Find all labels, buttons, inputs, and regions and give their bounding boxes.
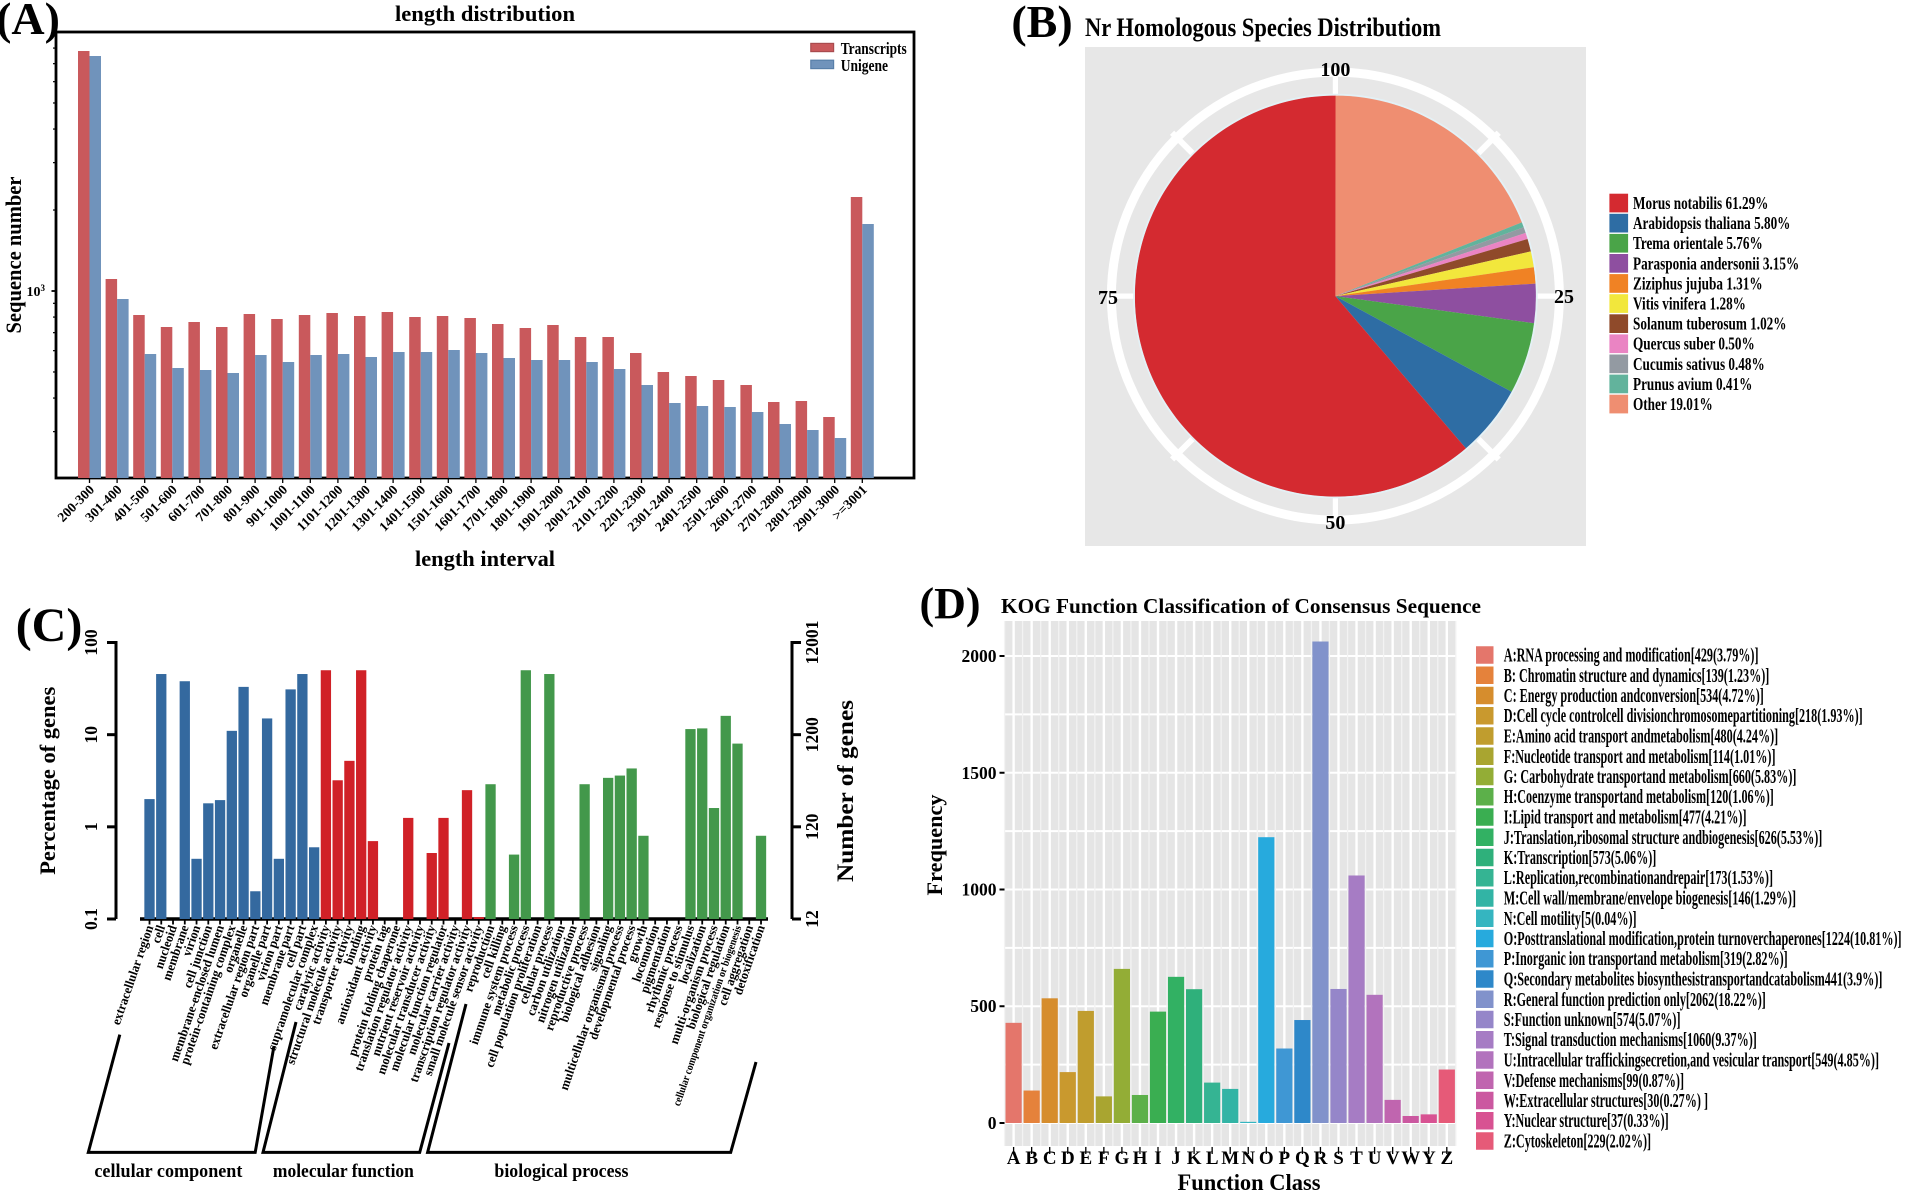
- svg-text:Quercus suber 0.50%: Quercus suber 0.50%: [1633, 334, 1755, 354]
- svg-text:F: F: [1098, 1148, 1110, 1169]
- svg-text:Y: Y: [1422, 1148, 1436, 1169]
- svg-text:Nr Homologous Species Distribu: Nr Homologous Species Distributiom: [1085, 13, 1441, 42]
- svg-text:Solanum tuberosum 1.02%: Solanum tuberosum 1.02%: [1633, 314, 1787, 334]
- svg-text:1000: 1000: [962, 880, 997, 900]
- svg-text:Cucumis sativus 0.48%: Cucumis sativus 0.48%: [1633, 354, 1765, 374]
- svg-text:2000: 2000: [962, 646, 997, 666]
- svg-text:K: K: [1187, 1148, 1202, 1169]
- svg-text:0.1: 0.1: [81, 908, 101, 930]
- svg-text:Transcripts: Transcripts: [841, 39, 907, 58]
- svg-text:H:Coenzyme transportand metabo: H:Coenzyme transportand metabolism[120(1…: [1504, 786, 1774, 808]
- svg-text:Number of genes: Number of genes: [833, 700, 858, 882]
- svg-text:100: 100: [81, 629, 101, 656]
- svg-text:V:Defense mechanisms[99(0.87%): V:Defense mechanisms[99(0.87%)]: [1504, 1070, 1684, 1092]
- svg-text:12001: 12001: [802, 621, 822, 665]
- svg-text:B: Chromatin structure and dyn: B: Chromatin structure and dynamics[139(…: [1504, 665, 1770, 687]
- svg-text:Other 19.01%: Other 19.01%: [1633, 394, 1713, 414]
- svg-text:H: H: [1133, 1148, 1148, 1169]
- svg-text:Ziziphus jujuba 1.31%: Ziziphus jujuba 1.31%: [1633, 273, 1763, 293]
- svg-text:C: C: [1043, 1148, 1057, 1169]
- svg-text:S:Function unknown[574(5.07%)]: S:Function unknown[574(5.07%)]: [1504, 1009, 1681, 1031]
- svg-text:KOG Function Classification of: KOG Function Classification of Consensus…: [1001, 594, 1481, 618]
- svg-text:1200: 1200: [802, 717, 822, 752]
- svg-text:T:Signal transduction mechanis: T:Signal transduction mechanisms[1060(9.…: [1504, 1029, 1757, 1051]
- svg-text:G: G: [1115, 1148, 1130, 1169]
- svg-text:R:General function prediction: R:General function prediction only[2062(…: [1504, 989, 1766, 1011]
- svg-text:12: 12: [802, 910, 822, 928]
- svg-text:length distribution: length distribution: [395, 1, 575, 26]
- svg-text:U:Intracellular traffickingsec: U:Intracellular traffickingsecretion,and…: [1504, 1050, 1879, 1072]
- svg-text:Z: Z: [1440, 1148, 1453, 1169]
- svg-text:W: W: [1401, 1148, 1420, 1169]
- svg-text:1: 1: [81, 822, 101, 831]
- svg-text:biological process: biological process: [494, 1161, 628, 1182]
- svg-text:J: J: [1171, 1148, 1181, 1169]
- svg-text:R: R: [1314, 1148, 1328, 1169]
- svg-text:G: Carbohydrate transportand m: G: Carbohydrate transportand metabolism[…: [1504, 766, 1797, 788]
- svg-text:Vitis vinifera 1.28%: Vitis vinifera 1.28%: [1633, 294, 1746, 314]
- svg-text:length interval: length interval: [415, 546, 555, 571]
- svg-text:(A): (A): [0, 0, 60, 44]
- svg-text:N: N: [1241, 1148, 1255, 1169]
- svg-text:cell: cell: [148, 923, 168, 945]
- svg-text:(B): (B): [1011, 0, 1072, 47]
- svg-text:molecular function: molecular function: [273, 1161, 414, 1182]
- svg-text:M:Cell wall/membrane/envelope: M:Cell wall/membrane/envelope biogenesis…: [1504, 888, 1796, 910]
- svg-text:Function Class: Function Class: [1178, 1170, 1321, 1196]
- svg-text:W:Extracellular structures[30(: W:Extracellular structures[30(0.27%) ]: [1504, 1090, 1708, 1112]
- svg-text:P:Inorganic ion transportand m: P:Inorganic ion transportand metabolism[…: [1504, 948, 1788, 970]
- svg-text:120: 120: [802, 813, 822, 840]
- svg-text:K:Transcription[573(5.06%)]: K:Transcription[573(5.06%)]: [1504, 847, 1657, 869]
- svg-text:500: 500: [970, 996, 997, 1016]
- svg-text:P: P: [1278, 1148, 1290, 1169]
- svg-text:D: D: [1061, 1148, 1075, 1169]
- svg-text:Y:Nuclear structure[37(0.33%)]: Y:Nuclear structure[37(0.33%)]: [1504, 1110, 1669, 1132]
- svg-text:cellular component: cellular component: [94, 1161, 243, 1182]
- svg-text:I:Lipid transport and metaboli: I:Lipid transport and metabolism[477(4.2…: [1504, 807, 1747, 829]
- svg-text:Percentage of genes: Percentage of genes: [35, 687, 60, 875]
- svg-text:A:RNA processing and modificat: A:RNA processing and modification[429(3.…: [1504, 645, 1759, 667]
- svg-text:I: I: [1154, 1148, 1161, 1169]
- svg-text:S: S: [1333, 1148, 1344, 1169]
- svg-text:O: O: [1259, 1148, 1274, 1169]
- svg-text:U: U: [1368, 1148, 1382, 1169]
- svg-text:N:Cell motility[5(0.04%)]: N:Cell motility[5(0.04%)]: [1504, 908, 1637, 930]
- svg-text:D:Cell cycle controlcell divis: D:Cell cycle controlcell divisionchromos…: [1504, 705, 1863, 727]
- svg-text:T: T: [1350, 1148, 1363, 1169]
- svg-text:Frequency: Frequency: [922, 794, 947, 896]
- svg-text:1500: 1500: [962, 763, 997, 783]
- svg-text:75: 75: [1098, 287, 1118, 309]
- svg-text:10: 10: [81, 726, 101, 744]
- svg-text:L: L: [1206, 1148, 1219, 1169]
- svg-text:Q:Secondary metabolites biosyn: Q:Secondary metabolites biosynthesistran…: [1504, 969, 1883, 991]
- svg-text:Arabidopsis thaliana 5.80%: Arabidopsis thaliana 5.80%: [1633, 213, 1790, 233]
- svg-text:Morus notabilis 61.29%: Morus notabilis 61.29%: [1633, 193, 1768, 213]
- svg-text:C: Energy production andconver: C: Energy production andconversion[534(4…: [1504, 685, 1764, 707]
- svg-text:M: M: [1221, 1148, 1239, 1169]
- svg-text:J:Translation,ribosomal struct: J:Translation,ribosomal structure andbio…: [1504, 827, 1823, 849]
- svg-text:Unigene: Unigene: [841, 56, 889, 75]
- svg-text:(D): (D): [919, 579, 980, 628]
- svg-text:(C): (C): [16, 599, 83, 652]
- svg-text:Sequence number: Sequence number: [1, 176, 26, 333]
- svg-text:E: E: [1079, 1148, 1092, 1169]
- svg-text:Q: Q: [1295, 1148, 1310, 1169]
- svg-text:B: B: [1025, 1148, 1038, 1169]
- svg-text:Trema orientale 5.76%: Trema orientale 5.76%: [1633, 233, 1763, 253]
- svg-text:50: 50: [1325, 512, 1345, 534]
- svg-text:25: 25: [1554, 286, 1574, 308]
- svg-text:E:Amino acid transport andmeta: E:Amino acid transport andmetabolism[480…: [1504, 726, 1778, 748]
- svg-text:F:Nucleotide transport and met: F:Nucleotide transport and metabolism[11…: [1504, 746, 1776, 768]
- svg-text:0: 0: [988, 1113, 997, 1133]
- svg-text:100: 100: [1320, 59, 1350, 81]
- svg-text:O:Posttranslational modificati: O:Posttranslational modification,protein…: [1504, 928, 1902, 950]
- svg-text:Parasponia andersonii 3.15%: Parasponia andersonii 3.15%: [1633, 253, 1799, 273]
- svg-text:Prunus avium 0.41%: Prunus avium 0.41%: [1633, 374, 1752, 394]
- svg-text:V: V: [1386, 1148, 1400, 1169]
- svg-text:L:Replication,recombinationand: L:Replication,recombinationandrepair[173…: [1504, 867, 1773, 889]
- svg-text:Z:Cytoskeleton[229(2.02%)]: Z:Cytoskeleton[229(2.02%)]: [1504, 1131, 1651, 1153]
- svg-text:A: A: [1007, 1148, 1021, 1169]
